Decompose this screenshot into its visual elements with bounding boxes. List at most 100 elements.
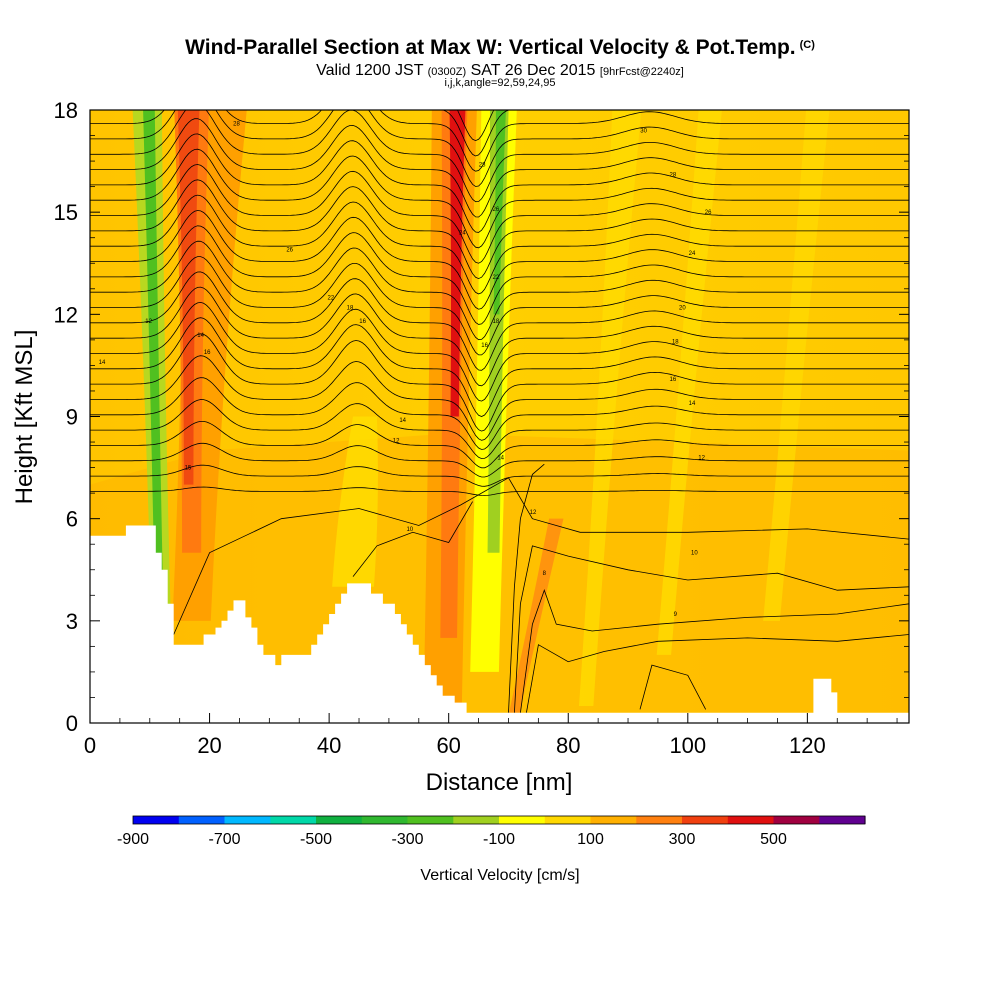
theta-contour — [90, 110, 909, 187]
theta-contour — [90, 164, 909, 264]
contour-label: 16 — [204, 350, 211, 356]
colorbar-swatch — [270, 816, 317, 824]
colorbar-swatch — [544, 816, 592, 824]
theta-contour — [90, 333, 909, 432]
ridge-yellow-pocket — [332, 416, 378, 587]
contour-label: 14 — [497, 455, 504, 461]
theta-contour — [90, 133, 909, 233]
contour-label: 28 — [233, 122, 240, 128]
contour-label: 12 — [393, 438, 400, 444]
contour-label: 12 — [530, 510, 537, 516]
colorbar-tick-label: 100 — [577, 831, 604, 848]
contour-label: 9 — [674, 612, 678, 618]
grid-indices-label: i,j,k,angle=92,59,24,95 — [444, 77, 556, 89]
contour-label: 28 — [479, 163, 486, 169]
valid-time-label: Valid 1200 JST — [316, 62, 424, 79]
contour-label: 24 — [689, 251, 696, 257]
theta-contour — [526, 634, 909, 713]
contour-label: 24 — [459, 231, 466, 237]
theta-contour — [514, 545, 909, 713]
colorbar-tick-label: 300 — [669, 831, 696, 848]
contour-label: 8 — [543, 571, 547, 577]
theta-contour — [173, 477, 909, 635]
colorbar-swatch — [727, 816, 775, 824]
x-tick-label: 100 — [669, 733, 706, 758]
colorbar-swatch — [682, 816, 729, 824]
theta-contour — [352, 501, 473, 577]
x-tick-label: 0 — [84, 733, 96, 758]
x-tick-label: 60 — [436, 733, 460, 758]
theta-contour — [639, 664, 707, 710]
colorbar-swatch — [590, 816, 637, 824]
x-tick-label: 80 — [556, 733, 580, 758]
contour-label: 10 — [691, 551, 698, 557]
theta-contour — [90, 225, 909, 325]
colorbar-frame — [132, 815, 866, 825]
y-tick-label: 3 — [66, 609, 78, 634]
y-tick-label: 18 — [54, 98, 78, 123]
y-tick-label: 12 — [54, 302, 78, 327]
contour-label: 12 — [698, 455, 705, 461]
updraft-streak-3 — [509, 518, 564, 713]
contour-label: 16 — [670, 377, 677, 383]
colorbar-swatch — [636, 816, 683, 824]
contour-label: 26 — [286, 248, 293, 254]
terrain-mask — [90, 525, 909, 723]
theta-contour — [90, 317, 909, 417]
theta-contour — [90, 399, 909, 460]
contour-label: 10 — [406, 527, 413, 533]
downdraft-2-mid — [487, 110, 509, 553]
theta-contour — [90, 256, 909, 356]
theta-contour — [90, 148, 909, 249]
theta-contour — [441, 110, 511, 157]
updraft-2-core — [449, 110, 466, 417]
colorbar-swatch — [178, 816, 226, 824]
contour-label: 20 — [679, 306, 686, 312]
colorbar-swatch — [133, 816, 180, 824]
contour-label: 16 — [359, 319, 366, 325]
theta-contour — [90, 421, 909, 469]
contour-label: 14 — [689, 401, 696, 407]
colorbar-swatch — [361, 816, 409, 824]
theta-contour — [90, 271, 909, 371]
contour-label: 26 — [705, 210, 712, 216]
colorbar-swatch — [316, 816, 363, 824]
theta-contour — [90, 240, 909, 341]
colorbar-swatch — [224, 816, 271, 824]
colorbar-swatch — [499, 816, 546, 824]
contour-label: 18 — [347, 306, 354, 312]
theta-contour — [90, 194, 909, 295]
theta-contour — [90, 210, 909, 310]
updraft-1-core — [177, 110, 200, 485]
contour-label: 26 — [493, 207, 500, 213]
valid-utc-label: (0300Z) — [427, 66, 467, 78]
copyright-mark: (C) — [799, 39, 815, 51]
theta-contour — [508, 463, 545, 713]
chart-title-text: Wind-Parallel Section at Max W: Vertical… — [185, 36, 796, 59]
vertical-velocity-shading — [90, 110, 909, 723]
downdraft-streak-5 — [763, 110, 830, 621]
y-tick-label: 6 — [66, 507, 78, 532]
contour-label: 14 — [399, 418, 406, 424]
contour-label: 22 — [328, 295, 335, 301]
theta-contour — [90, 442, 909, 478]
colorbar-swatch — [407, 816, 454, 824]
chart-title: Wind-Parallel Section at Max W: Vertical… — [0, 36, 1000, 60]
plot-area: 14 12 14 16 15 28 26 22 18 16 14 12 10 28 26 24 22 18 16 14… — [90, 110, 909, 723]
y-tick-label: 9 — [66, 405, 78, 430]
y-axis: 0 3 6 9 12 15 18 — [54, 98, 909, 736]
theta-contour — [90, 486, 909, 496]
colorbar-tick-label: -300 — [391, 831, 423, 848]
contour-label: 14 — [197, 333, 204, 339]
contour-labels: 14 12 14 16 15 28 26 22 18 16 14 12 10 28 26 24 22 18 16 14… — [99, 122, 712, 618]
theta-contour — [90, 301, 909, 402]
contour-label: 12 — [145, 319, 152, 325]
theta-contour — [520, 588, 909, 713]
y-axis-label: Height [Kft MSL] — [11, 330, 38, 505]
theta-contour — [90, 286, 909, 387]
contour-label: 18 — [493, 319, 500, 325]
colorbar-swatch — [773, 816, 820, 824]
x-axis-label: Distance [nm] — [426, 769, 573, 796]
theta-contour — [90, 464, 909, 487]
x-axis: 0 20 40 60 80 100 120 — [84, 713, 898, 758]
